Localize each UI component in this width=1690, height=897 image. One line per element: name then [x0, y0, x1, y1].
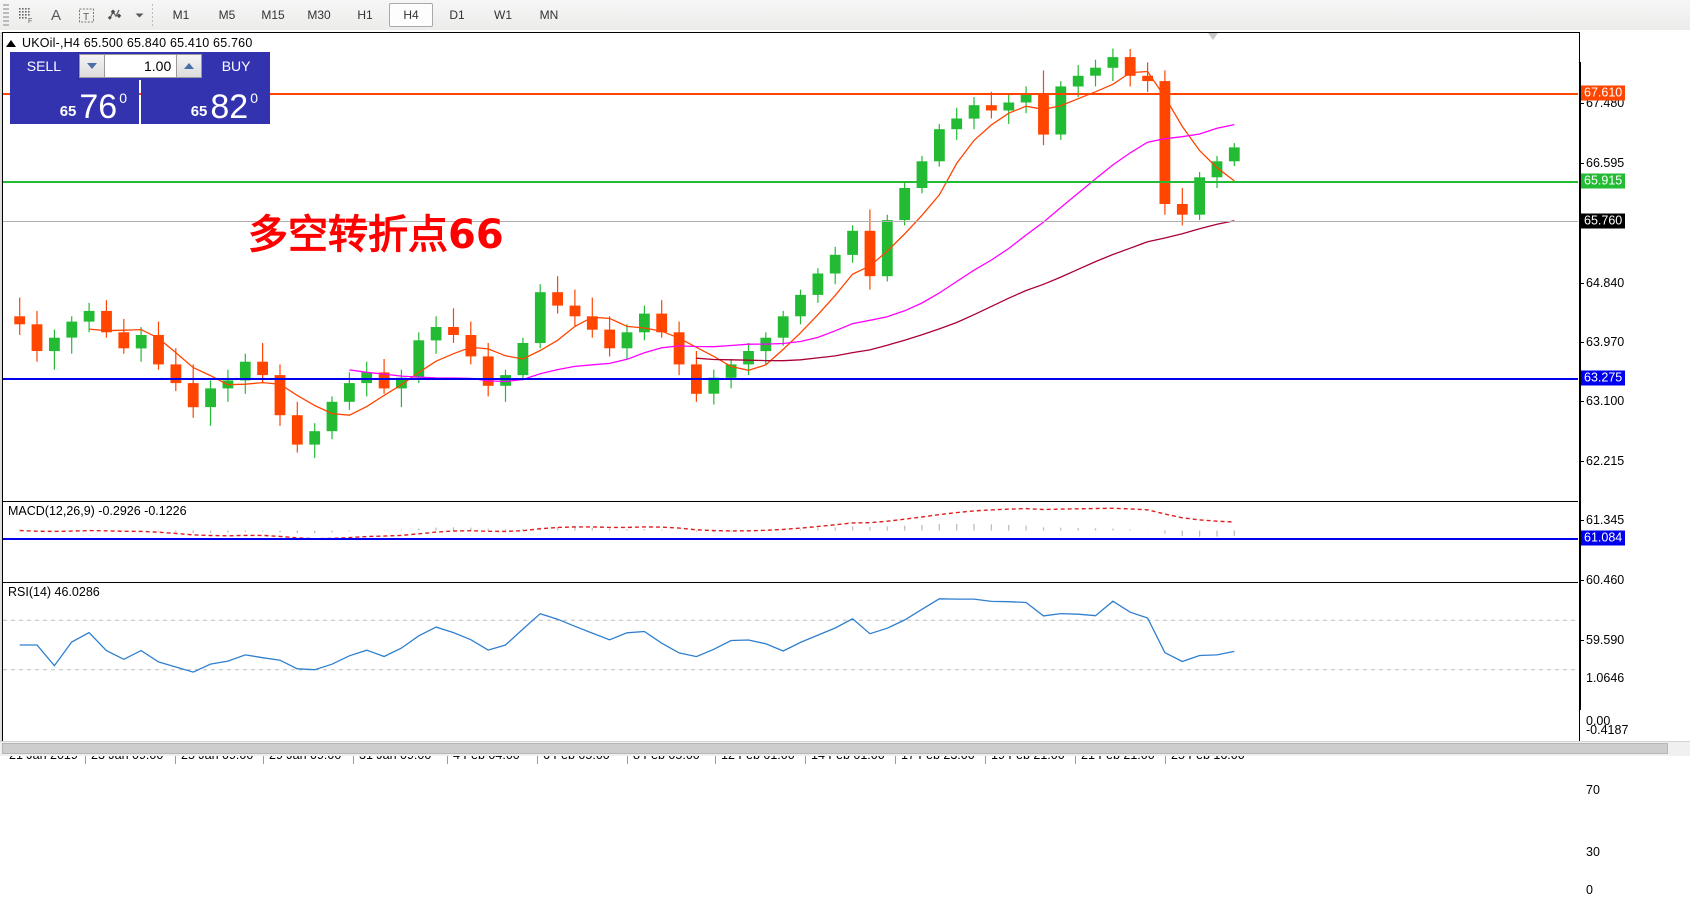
candlestick-svg [14, 48, 1240, 458]
text-box-icon[interactable]: T [71, 1, 101, 29]
sell-price-fraction: 0 [119, 90, 127, 106]
one-click-trading-panel: SELL 1.00 BUY 65 76 0 65 82 0 [10, 52, 270, 124]
indicator-scale-label: 70 [1586, 783, 1600, 797]
buy-price-main: 82 [210, 88, 249, 126]
support-2-price-tag[interactable]: 61.084 [1581, 530, 1626, 546]
timeframe-m30[interactable]: M30 [307, 8, 331, 22]
price-tick-label: 66.595 [1586, 156, 1625, 170]
price-tick [1580, 640, 1584, 641]
support-line-1[interactable] [3, 378, 1578, 380]
timeframe-m5[interactable]: M5 [218, 8, 236, 22]
text-label-glyph: A [50, 6, 61, 24]
trade-panel-prices: 65 76 0 65 82 0 [10, 80, 270, 124]
collapse-triangle-icon[interactable] [6, 39, 16, 47]
price-tick [1580, 342, 1584, 343]
crosshair-f-icon[interactable]: F [11, 1, 41, 29]
price-tick [1580, 401, 1584, 402]
indicator-scale-label: 0 [1586, 883, 1593, 897]
sell-price-prefix: 65 [59, 103, 77, 120]
price-tick [1580, 461, 1584, 462]
timeframe-w1[interactable]: W1 [494, 8, 512, 22]
price-tick-label: 60.460 [1586, 573, 1625, 587]
sell-price-cell[interactable]: 65 76 0 [10, 80, 139, 124]
bid-price-tag[interactable]: 65.915 [1581, 173, 1626, 189]
indicator-scale-label: 0.00 [1586, 714, 1611, 728]
timeframe-d1[interactable]: D1 [449, 8, 465, 22]
bid-line[interactable] [3, 181, 1578, 183]
toolbar-separator [152, 4, 153, 26]
resistance-line[interactable] [3, 93, 1578, 95]
symbol-header: UKOil-,H4 65.500 65.840 65.410 65.760 [6, 36, 252, 50]
indicator-scale-label: 1.0646 [1586, 671, 1625, 685]
macd-plot-area[interactable] [3, 501, 1578, 560]
buy-button[interactable]: BUY [202, 52, 270, 80]
price-tick-label: 64.840 [1586, 276, 1625, 290]
chart-window: UKOil-,H4 65.500 65.840 65.410 65.760 SE… [0, 30, 1690, 897]
sell-price-main: 76 [79, 88, 118, 126]
timeframe-h4[interactable]: H4 [389, 3, 433, 27]
horizontal-scrollbar[interactable] [0, 741, 1690, 756]
rsi-svg [3, 598, 1578, 673]
support-line-2[interactable] [3, 538, 1578, 540]
price-scale[interactable]: 67.48066.59565.76064.84063.97063.10062.2… [1580, 62, 1690, 897]
volume-stepper: 1.00 [78, 52, 203, 80]
price-tick [1580, 283, 1584, 284]
volume-input[interactable]: 1.00 [104, 54, 177, 78]
timeframe-h1[interactable]: H1 [357, 8, 373, 22]
chart-left-gutter [0, 32, 3, 742]
volume-decrease-button[interactable] [78, 54, 105, 78]
sell-button[interactable]: SELL [10, 52, 79, 80]
rsi-label: RSI(14) 46.0286 [8, 585, 100, 599]
price-tick-label: 62.215 [1586, 454, 1625, 468]
chart-top-notch [1208, 33, 1218, 40]
main-toolbar: F A T M1 M5 M15 M30 H1 H4 D1 W1 MN [0, 0, 1690, 31]
support-1-price-tag[interactable]: 63.275 [1581, 370, 1626, 386]
price-tick-label: 59.590 [1586, 633, 1625, 647]
macd-svg [19, 507, 1235, 540]
trade-panel-top-row: SELL 1.00 BUY [10, 52, 270, 80]
price-tick-label: 63.970 [1586, 335, 1625, 349]
timeframe-m1[interactable]: M1 [172, 8, 190, 22]
price-tick [1580, 520, 1584, 521]
svg-text:T: T [83, 12, 89, 23]
price-tick-label: 63.100 [1586, 394, 1625, 408]
buy-price-fraction: 0 [250, 90, 258, 106]
last-price-tag[interactable]: 65.760 [1581, 213, 1626, 229]
volume-increase-button[interactable] [176, 54, 203, 78]
indicator-scale-label: -0.4187 [1586, 723, 1629, 737]
text-label-icon[interactable]: A [41, 1, 71, 29]
price-axis-line [1580, 62, 1581, 710]
macd-label: MACD(12,26,9) -0.2926 -0.1226 [8, 504, 187, 518]
price-tick [1580, 103, 1584, 104]
buy-price-prefix: 65 [190, 103, 208, 120]
objects-icon[interactable] [101, 1, 131, 29]
indicator-scale-label: 30 [1586, 845, 1600, 859]
price-tick [1580, 163, 1584, 164]
last-price-line[interactable] [3, 221, 1578, 222]
price-tick-label: 61.345 [1586, 513, 1625, 527]
timeframe-mn[interactable]: MN [539, 8, 559, 22]
buy-price-cell[interactable]: 65 82 0 [141, 80, 270, 124]
resistance-price-tag[interactable]: 67.610 [1581, 85, 1626, 101]
price-tick [1580, 580, 1584, 581]
scrollbar-thumb[interactable] [2, 743, 1668, 754]
symbol-ohlc-text: UKOil-,H4 65.500 65.840 65.410 65.760 [22, 36, 253, 50]
chevron-down-icon[interactable] [131, 1, 147, 29]
rsi-plot-area[interactable] [3, 582, 1578, 708]
timeframe-m15[interactable]: M15 [261, 8, 285, 22]
svg-text:F: F [28, 18, 32, 24]
chart-annotation-text: 多空转折点66 [248, 212, 504, 258]
toolbar-grip[interactable] [3, 4, 9, 26]
